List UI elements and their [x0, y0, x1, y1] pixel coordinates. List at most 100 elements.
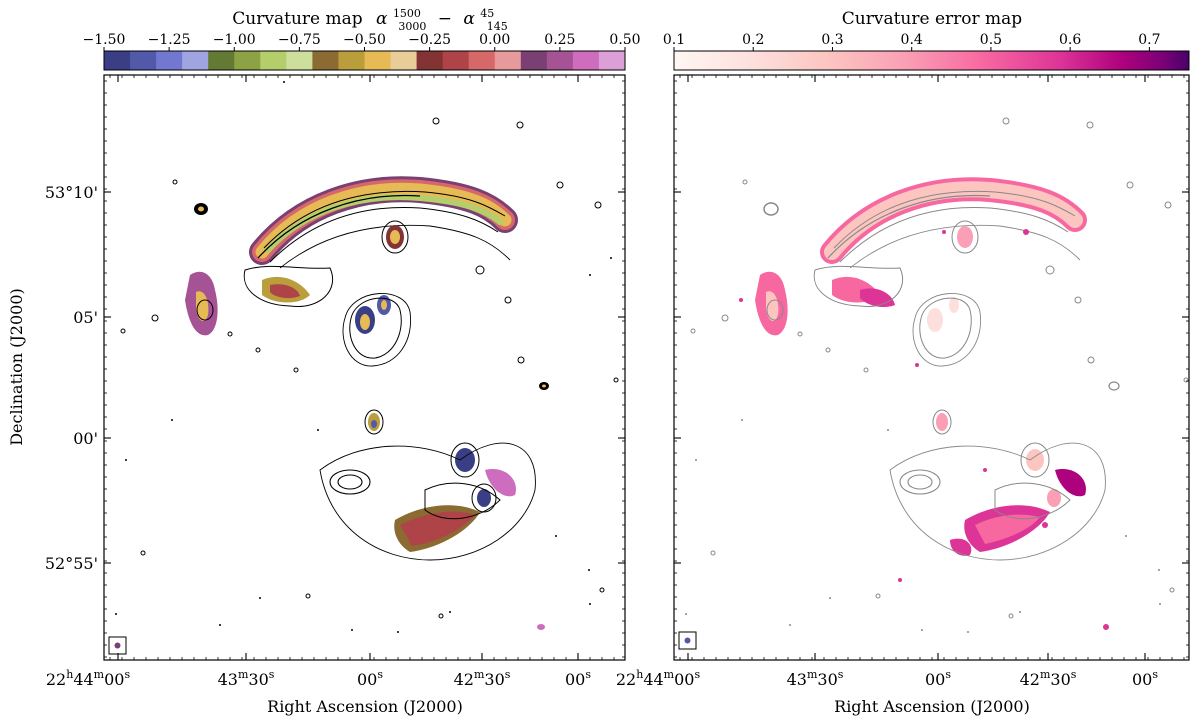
- left-colorbar-tick-label: 0.50: [609, 32, 640, 48]
- left-colorbar-segment: [364, 51, 392, 70]
- south-band-core: [400, 511, 475, 546]
- title-alpha-2: α: [463, 9, 475, 29]
- right-colorbar-tick-label: 0.3: [821, 32, 843, 48]
- left-x-axis-label: Right Ascension (J2000): [267, 697, 463, 716]
- left-x-tick-label-5: 00s: [565, 668, 591, 689]
- err-source-b: [927, 308, 943, 332]
- left-colorbar-segment: [390, 51, 418, 70]
- err-left-blob-core: [766, 291, 779, 322]
- err-arc-contour-4: [849, 224, 1081, 269]
- err-left-blob-contour: [766, 299, 784, 321]
- curvature-error-map-panel: Curvature error map 0.1 0.2 0.3 0.4 0.5 0.6 0.…: [616, 9, 1190, 716]
- err-south-contour-inner: [994, 482, 1071, 520]
- right-beam: [684, 637, 691, 644]
- left-blob-core: [196, 291, 209, 322]
- right-colorbar: [674, 51, 1189, 70]
- source-a-contour: [381, 220, 409, 254]
- right-x-tick-label-2: 43m30s: [787, 668, 844, 689]
- right-colorbar-tick-label: 0.4: [901, 32, 923, 48]
- err-south-band-core: [975, 514, 1040, 544]
- right-colorbar-tick-label: 0.2: [742, 32, 764, 48]
- right-colorbar-frame: [673, 50, 1190, 71]
- err-source-g-contour: [1020, 442, 1050, 478]
- left-colorbar-segment: [312, 51, 339, 70]
- right-axes-frame: [673, 74, 1190, 661]
- arc-contour-1: [257, 194, 421, 259]
- left-colorbar-segment: [208, 51, 235, 70]
- left-colorbar-segment: [156, 51, 183, 70]
- left-blob-contour: [196, 299, 214, 321]
- left-colorbar-tick-label: −1.50: [83, 32, 126, 48]
- y-tick-label-3: 00': [73, 429, 98, 448]
- source-f-contour: [364, 409, 384, 435]
- source-b-core: [360, 314, 370, 330]
- clump-contour: [243, 265, 334, 308]
- err-source-bc-contour-1: [919, 297, 972, 359]
- source-d-core: [198, 206, 204, 212]
- left-colorbar-segment: [234, 51, 261, 70]
- left-x-tick-label-4: 42m30s: [454, 668, 511, 689]
- left-colorbar-segment: [130, 51, 157, 70]
- right-colorbar-title: Curvature error map: [842, 9, 1023, 29]
- left-beam: [114, 642, 121, 649]
- err-arc-contour-3: [839, 206, 1069, 263]
- err-source-i-contour-2: [907, 474, 933, 490]
- south-contour-inner: [424, 482, 501, 520]
- left-colorbar-segment: [572, 51, 600, 70]
- right-x-axis-label: Right Ascension (J2000): [834, 697, 1030, 716]
- err-source-g: [1026, 449, 1044, 471]
- err-source-c: [949, 297, 959, 313]
- source-g: [455, 448, 475, 472]
- left-colorbar: [104, 51, 626, 70]
- source-f-core: [371, 420, 377, 428]
- left-axis-ticks: [104, 75, 625, 660]
- err-source-h: [1047, 489, 1061, 507]
- err-arc-contour-2: [833, 190, 1076, 249]
- y-tick-label-1: 53°10': [45, 183, 98, 202]
- left-colorbar-segment: [442, 51, 470, 70]
- title-sup-2: 45: [480, 7, 494, 20]
- err-south-contour-outer: [889, 442, 1106, 561]
- err-noise-contours: [690, 117, 1189, 619]
- err-source-d: [763, 202, 779, 216]
- right-axis-ticks: [674, 75, 1189, 660]
- title-sub-1: 3000: [398, 20, 426, 33]
- err-source-a: [957, 226, 973, 248]
- err-pink-specks: [739, 229, 1109, 630]
- arc-contour-4: [279, 224, 511, 269]
- left-colorbar-segment: [104, 51, 131, 70]
- left-colorbar-segment: [468, 51, 496, 70]
- y-axis-label: Declination (J2000): [7, 288, 26, 446]
- left-colorbar-tick-label: −0.75: [278, 32, 321, 48]
- right-x-tick-label-1: 22h44m00s: [616, 668, 701, 689]
- left-colorbar-segment: [546, 51, 574, 70]
- source-i-contour-2: [337, 474, 363, 490]
- left-map-content: [115, 81, 619, 633]
- right-map-content: [685, 117, 1189, 633]
- left-colorbar-segment: [520, 51, 548, 70]
- source-bc-contour-1: [349, 297, 402, 359]
- y-tick-label-4: 52°55': [45, 554, 98, 573]
- right-beam-box: [678, 631, 697, 650]
- err-arc-contour-1: [827, 194, 991, 259]
- err-clump-2: [860, 288, 895, 308]
- left-colorbar-ticks: −1.50 −1.25 −1.00 −0.75 −0.50 −0.25 0.00 0.25 0.…: [83, 32, 641, 51]
- y-tick-label-2: 05': [73, 308, 98, 327]
- right-colorbar-tick-label: 0.1: [663, 32, 685, 48]
- source-a-core: [390, 230, 400, 244]
- pink-speck: [537, 624, 545, 630]
- err-source-f: [936, 413, 948, 431]
- arc-contour-3: [269, 206, 499, 263]
- south-contour-outer: [319, 442, 536, 561]
- left-colorbar-segment: [494, 51, 522, 70]
- left-colorbar-segment: [416, 51, 444, 70]
- left-colorbar-segment: [286, 51, 313, 70]
- right-colorbar-tick-label: 0.5: [980, 32, 1002, 48]
- noise-dots: [115, 81, 612, 633]
- left-x-tick-label-2: 43m30s: [218, 668, 275, 689]
- right-x-tick-label-5: 00s: [1132, 668, 1158, 689]
- left-colorbar-title: Curvature map α 1500 3000 − α 45 145: [232, 2, 507, 35]
- left-colorbar-segment: [598, 51, 626, 70]
- err-source-e: [1108, 381, 1120, 391]
- south-patch: [485, 469, 516, 497]
